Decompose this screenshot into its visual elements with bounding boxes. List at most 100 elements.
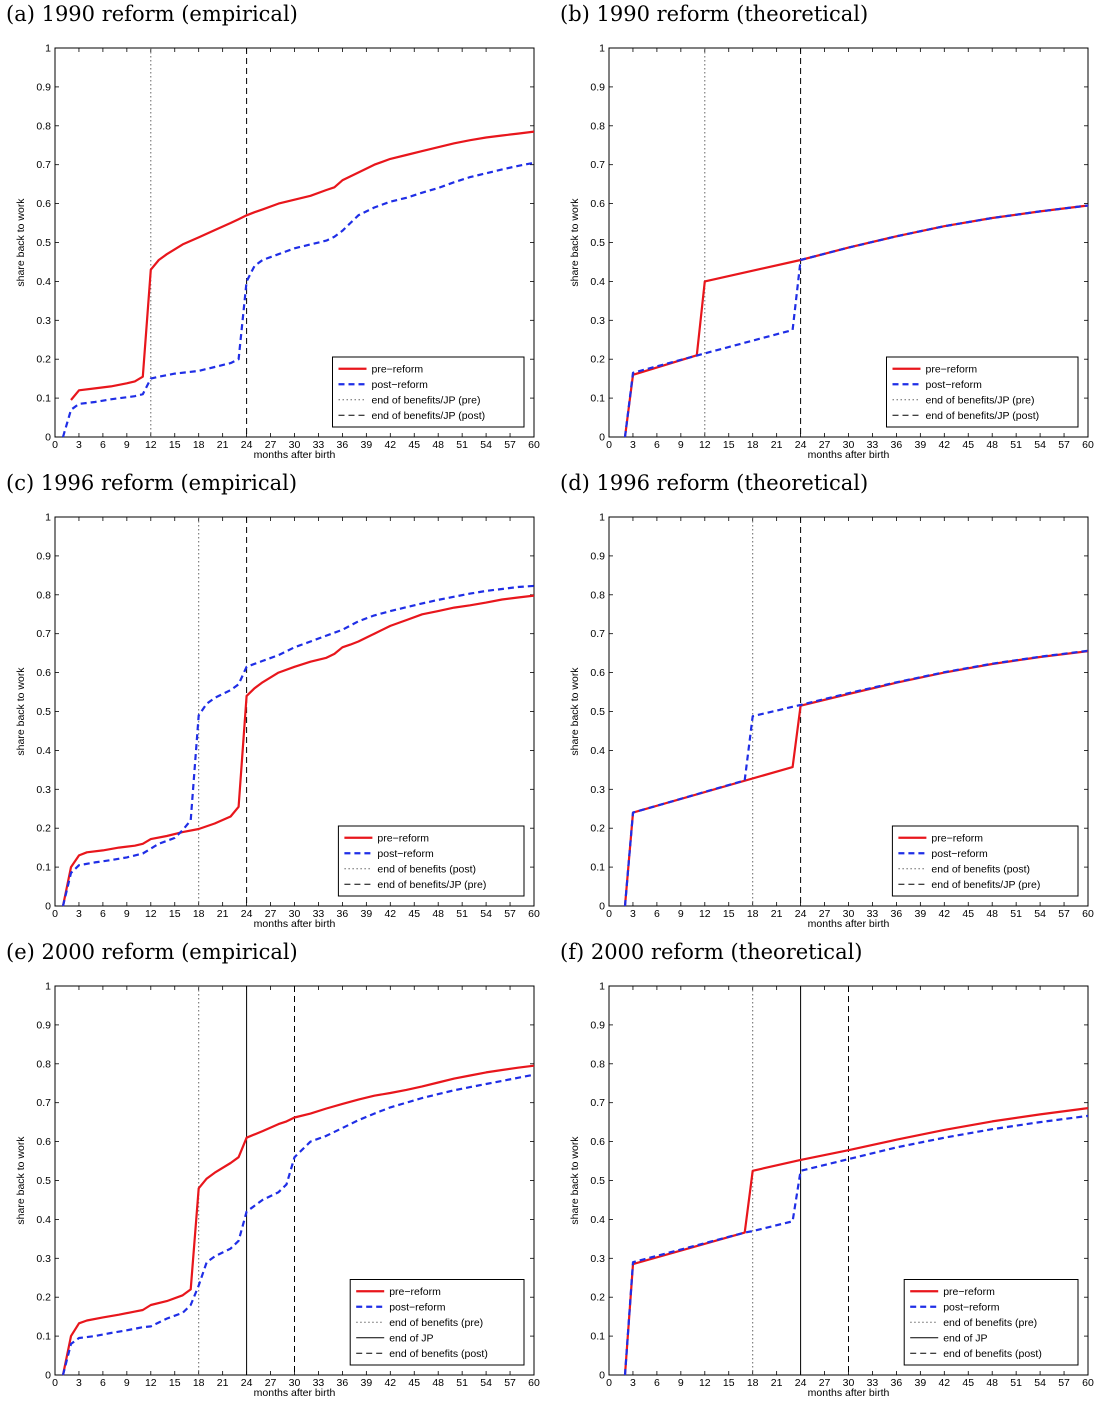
x-tick-label: 18	[193, 1377, 205, 1389]
y-tick-label: 0.2	[590, 1292, 605, 1304]
y-tick-label: 0.6	[36, 1136, 51, 1148]
x-tick-label: 60	[528, 1377, 540, 1389]
legend-label: pre−reform	[377, 833, 429, 845]
x-tick-label: 54	[1034, 439, 1046, 451]
x-tick-label: 30	[289, 1377, 301, 1389]
x-tick-label: 42	[384, 439, 396, 451]
y-tick-label: 0	[599, 432, 605, 444]
x-tick-label: 33	[313, 439, 325, 451]
y-tick-label: 0.7	[590, 628, 605, 640]
x-tick-label: 18	[193, 439, 205, 451]
x-tick-label: 57	[504, 1377, 516, 1389]
y-tick-label: 0.6	[36, 667, 51, 679]
legend-label: end of benefits/JP (post)	[926, 410, 1040, 422]
y-tick-label: 0.3	[36, 784, 51, 796]
x-axis-label: months after birth	[254, 918, 336, 930]
y-tick-label: 0.1	[590, 862, 605, 874]
y-tick-label: 0.1	[590, 1331, 605, 1343]
x-tick-label: 45	[962, 439, 974, 451]
legend: pre−reform post−reform end of benefits (po…	[891, 825, 1079, 897]
y-tick-label: 0.7	[590, 1097, 605, 1109]
x-tick-label: 9	[678, 439, 684, 451]
x-tick-label: 3	[630, 439, 636, 451]
x-tick-label: 27	[819, 1377, 831, 1389]
legend-label: post−reform	[372, 379, 429, 391]
legend-label: pre−reform	[931, 833, 983, 845]
x-tick-label: 60	[1082, 439, 1094, 451]
y-tick-label: 0.4	[36, 276, 51, 288]
series-line-post-reform	[61, 1073, 535, 1376]
y-tick-label: 0.4	[590, 1214, 605, 1226]
y-tick-label: 0	[45, 1370, 51, 1382]
x-tick-label: 45	[408, 1377, 420, 1389]
y-axis-label: share back to work	[15, 667, 27, 756]
y-tick-label: 0.9	[36, 550, 51, 562]
y-tick-label: 0.7	[36, 628, 51, 640]
x-tick-label: 24	[795, 908, 807, 920]
y-tick-label: 0.5	[590, 706, 605, 718]
y-tick-label: 0.5	[36, 1175, 51, 1187]
x-tick-label: 51	[1010, 1377, 1022, 1389]
y-tick-label: 0.6	[590, 198, 605, 210]
x-tick-label: 42	[938, 1377, 950, 1389]
x-tick-label: 12	[145, 439, 157, 451]
y-tick-label: 1	[45, 43, 51, 55]
y-tick-label: 0.4	[590, 745, 605, 757]
y-tick-label: 1	[599, 512, 605, 524]
x-tick-label: 48	[432, 1377, 444, 1389]
legend-label: end of benefits (post)	[943, 1348, 1042, 1360]
x-tick-label: 0	[52, 908, 58, 920]
chart-title: (d) 1996 reform (theoretical)	[560, 471, 869, 495]
x-tick-label: 57	[1058, 908, 1070, 920]
x-tick-label: 39	[361, 1377, 373, 1389]
panel-d: (d) 1996 reform (theoretical) 0 3 6 9 12 15 18…	[554, 469, 1108, 938]
x-tick-label: 48	[986, 1377, 998, 1389]
x-tick-label: 15	[723, 439, 735, 451]
x-tick-label: 60	[528, 908, 540, 920]
y-tick-label: 0.5	[590, 237, 605, 249]
x-tick-label: 57	[504, 439, 516, 451]
x-tick-label: 54	[480, 1377, 492, 1389]
x-tick-label: 18	[747, 908, 759, 920]
y-tick-label: 0	[45, 432, 51, 444]
chart-d: 0 3 6 9 12 15 18 21 24 27 30 33 36 39 42 45 48 51 54 57 6000…	[569, 512, 1094, 931]
x-tick-label: 15	[169, 439, 181, 451]
y-tick-label: 0.4	[36, 1214, 51, 1226]
y-tick-label: 0.6	[590, 667, 605, 679]
y-tick-label: 0.8	[590, 120, 605, 132]
x-tick-label: 24	[795, 439, 807, 451]
y-tick-label: 0.8	[590, 1058, 605, 1070]
x-tick-label: 57	[504, 908, 516, 920]
x-tick-label: 33	[313, 908, 325, 920]
x-tick-label: 39	[915, 1377, 927, 1389]
legend-label: post−reform	[943, 1302, 1000, 1314]
x-tick-label: 6	[654, 1377, 660, 1389]
x-tick-label: 21	[771, 1377, 783, 1389]
x-tick-label: 9	[124, 1377, 130, 1389]
x-tick-label: 9	[124, 439, 130, 451]
x-tick-label: 39	[361, 439, 373, 451]
legend: pre−reform post−reform end of benefits (po…	[337, 825, 525, 897]
y-axis-label: share back to work	[569, 1136, 581, 1225]
legend: pre−reform post−reform end of benefits (pr…	[903, 1279, 1079, 1366]
legend-label: end of benefits/JP (pre)	[931, 879, 1040, 891]
x-tick-label: 0	[606, 908, 612, 920]
series-line-pre-reform	[61, 1064, 535, 1376]
legend-label: end of benefits (pre)	[943, 1317, 1037, 1329]
y-axis-label: share back to work	[569, 667, 581, 756]
y-tick-label: 0.9	[590, 1019, 605, 1031]
x-tick-label: 27	[265, 1377, 277, 1389]
legend-label: end of benefits (post)	[377, 864, 476, 876]
x-tick-label: 21	[771, 439, 783, 451]
x-tick-label: 15	[723, 1377, 735, 1389]
x-tick-label: 18	[747, 1377, 759, 1389]
x-tick-label: 30	[289, 439, 301, 451]
panel-e: (e) 2000 reform (empirical) 0 3 6 9 12 15 18 21…	[0, 938, 554, 1407]
x-tick-label: 45	[408, 908, 420, 920]
y-tick-label: 0.1	[36, 1331, 51, 1343]
x-tick-label: 36	[337, 1377, 349, 1389]
y-tick-label: 0.4	[36, 745, 51, 757]
legend-label: pre−reform	[389, 1286, 441, 1298]
x-tick-label: 27	[265, 439, 277, 451]
x-tick-label: 42	[384, 908, 396, 920]
